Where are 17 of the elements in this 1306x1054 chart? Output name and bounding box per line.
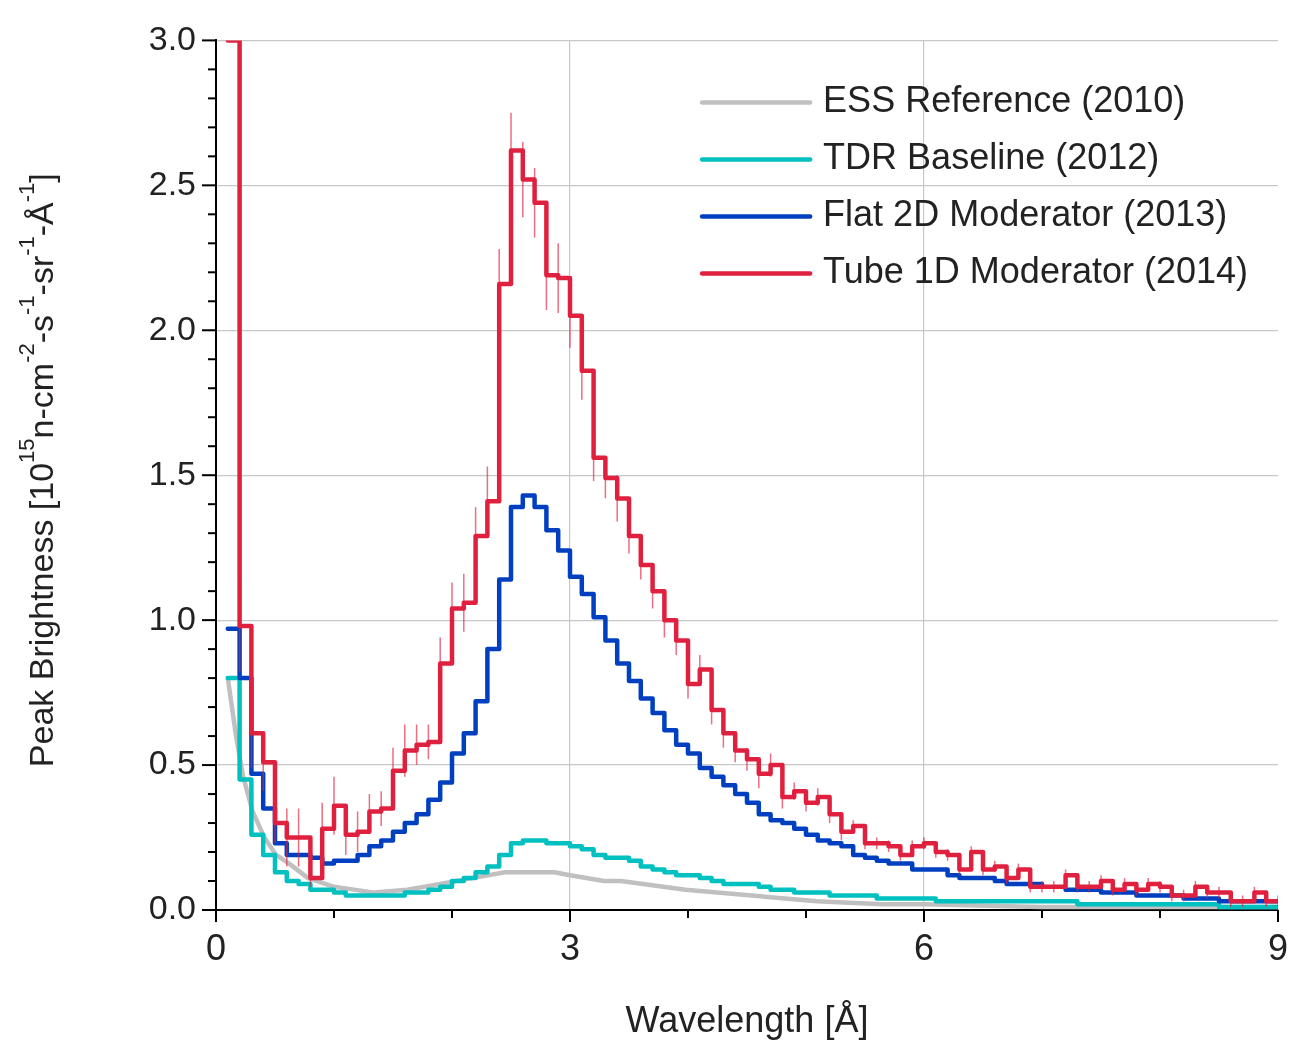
- x-tick-label: 6: [913, 926, 935, 968]
- legend-label: Flat 2D Moderator (2013): [823, 193, 1228, 235]
- x-tick-label: 9: [1267, 926, 1288, 968]
- y-tick-label: 2.0: [148, 308, 196, 347]
- y-tick-label: 3.0: [148, 18, 196, 57]
- y-tick-label: 0.5: [148, 743, 196, 782]
- y-tick-label: 1.0: [148, 598, 196, 637]
- y-tick-label: 0.0: [148, 888, 196, 927]
- legend-label: Tube 1D Moderator (2014): [823, 250, 1248, 292]
- legend-label: ESS Reference (2010): [823, 79, 1186, 121]
- x-axis-title: Wavelength [Å]: [625, 999, 869, 1041]
- y-tick-label: 1.5: [148, 453, 196, 492]
- x-tick-label: 0: [205, 926, 227, 968]
- y-tick-label: 2.5: [148, 163, 196, 202]
- text: Peak Brightness [1015n-cm-2-s-1-sr-1-Å-1]: [14, 173, 61, 768]
- x-tick-label: 3: [559, 926, 581, 968]
- legend-label: TDR Baseline (2012): [823, 136, 1160, 178]
